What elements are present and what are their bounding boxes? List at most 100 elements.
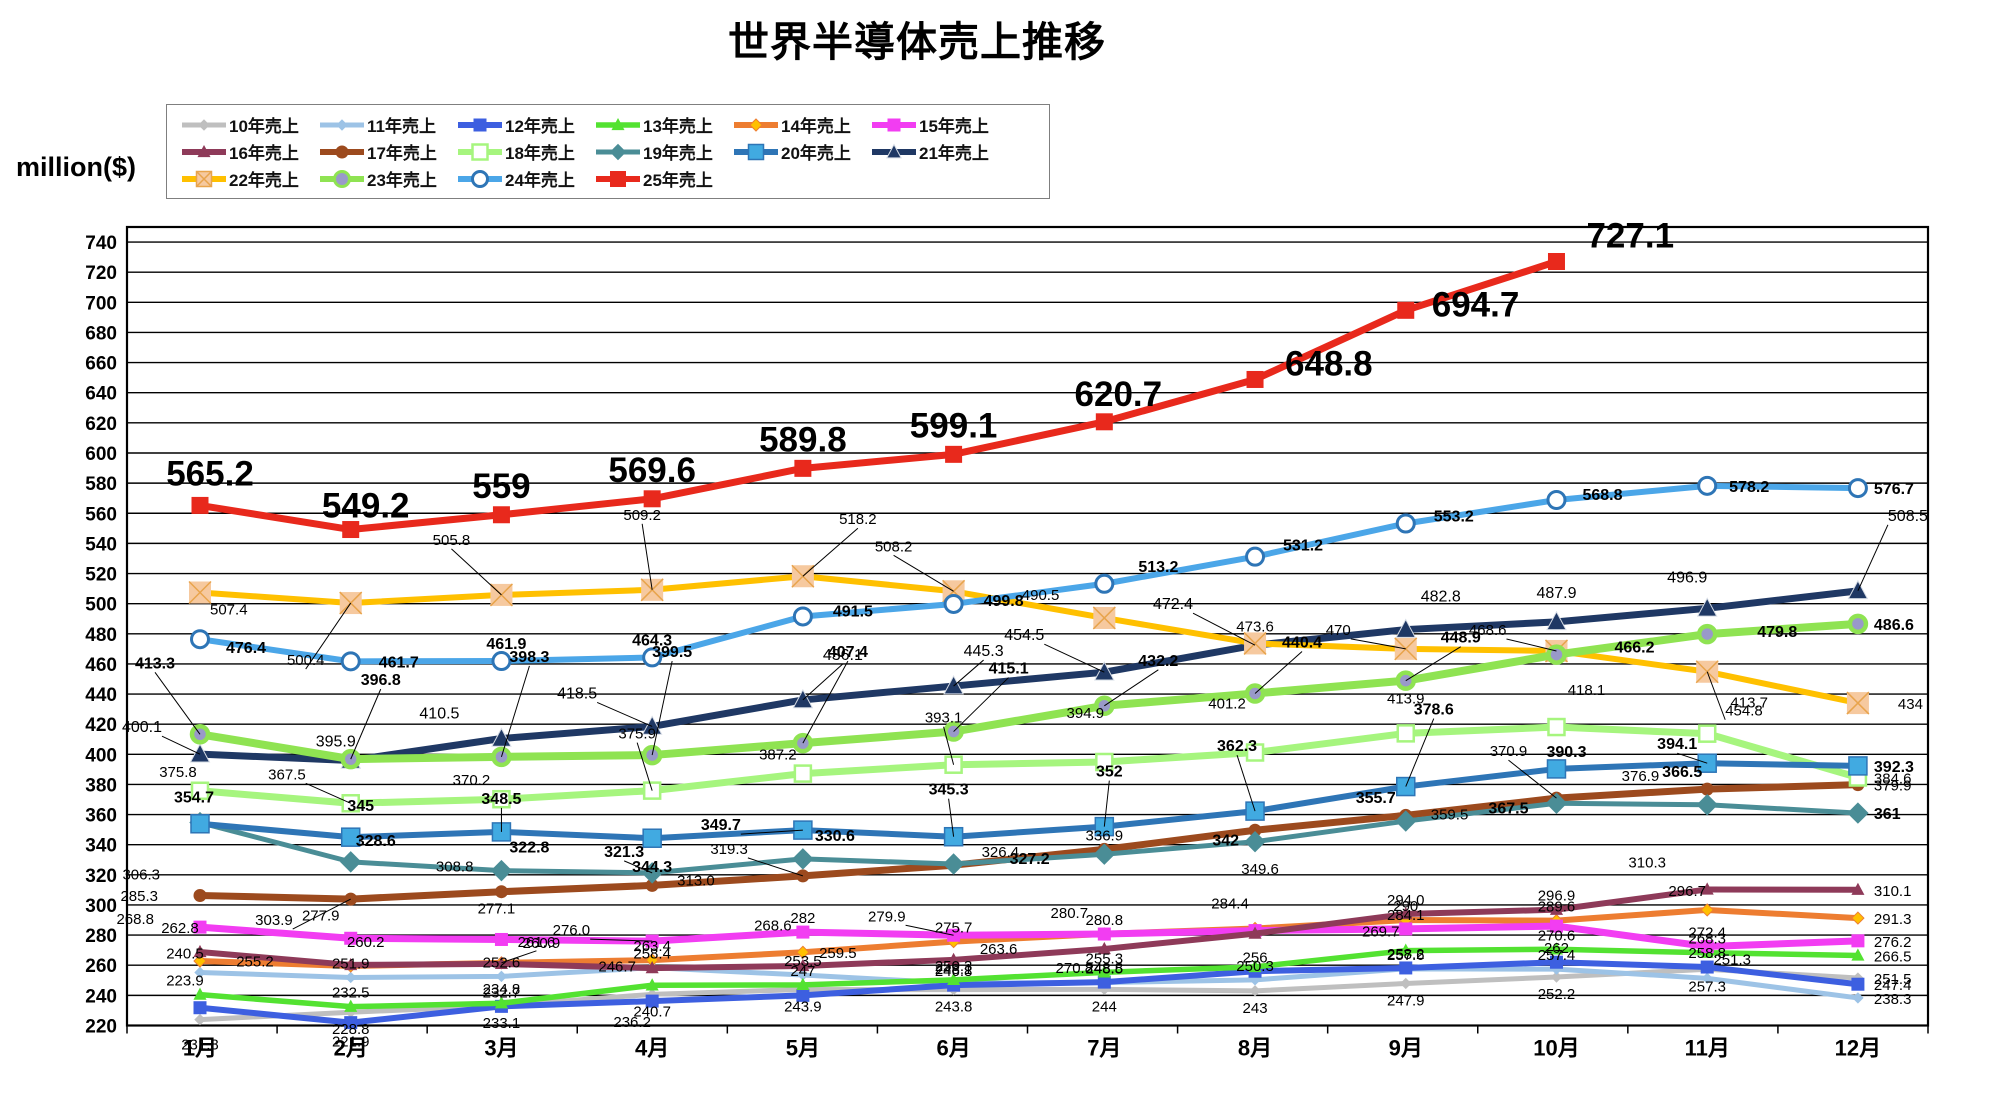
svg-text:694.7: 694.7: [1432, 285, 1520, 324]
svg-text:576.7: 576.7: [1874, 481, 1914, 498]
legend-item-label: 16年売上: [229, 144, 299, 163]
svg-text:393.1: 393.1: [925, 710, 963, 727]
svg-text:436.1: 436.1: [823, 647, 863, 664]
legend-item-14年売上: 14年売上: [733, 112, 871, 137]
legend-item-label: 19年売上: [643, 144, 713, 163]
svg-text:370.2: 370.2: [453, 772, 491, 789]
svg-text:349.6: 349.6: [1241, 861, 1279, 878]
svg-text:258.4: 258.4: [633, 946, 671, 963]
svg-text:413.7: 413.7: [1730, 695, 1768, 712]
legend-item-25年売上: 25年売上: [595, 166, 733, 191]
legend-item-label: 17年売上: [367, 144, 437, 163]
svg-text:253.5: 253.5: [784, 953, 822, 970]
svg-text:277.1: 277.1: [478, 900, 516, 917]
svg-text:240.5: 240.5: [166, 946, 204, 963]
legend-item-21年売上: 21年売上: [871, 139, 1009, 164]
svg-text:490.5: 490.5: [1022, 587, 1060, 604]
svg-text:8月: 8月: [1238, 1036, 1272, 1061]
svg-text:491.5: 491.5: [833, 603, 873, 620]
svg-text:247: 247: [790, 963, 815, 980]
svg-text:432.2: 432.2: [1138, 653, 1178, 670]
svg-text:473.6: 473.6: [1236, 618, 1274, 635]
svg-text:394.1: 394.1: [1657, 736, 1697, 753]
svg-text:620: 620: [85, 414, 117, 435]
svg-text:290: 290: [1393, 898, 1418, 915]
svg-text:540: 540: [85, 534, 117, 555]
legend-marker-icon: [320, 145, 364, 158]
svg-text:580: 580: [85, 474, 117, 495]
svg-text:740: 740: [85, 233, 117, 254]
svg-text:476.4: 476.4: [226, 640, 266, 657]
legend-item-10年売上: 10年売上: [181, 112, 319, 137]
svg-text:366.5: 366.5: [1662, 764, 1702, 781]
svg-text:413.9: 413.9: [1387, 690, 1425, 707]
svg-text:454.5: 454.5: [1004, 627, 1044, 644]
svg-text:328.6: 328.6: [356, 833, 396, 850]
svg-text:279.9: 279.9: [868, 908, 906, 925]
legend-row: 16年売上 17年売上 18年売上 19年売上 20年売上 21年売上: [181, 138, 1041, 165]
svg-text:513.2: 513.2: [1138, 559, 1178, 576]
svg-text:507.4: 507.4: [210, 602, 248, 619]
svg-text:234.8: 234.8: [483, 981, 521, 998]
legend-item-19年売上: 19年売上: [595, 139, 733, 164]
svg-text:4月: 4月: [635, 1036, 669, 1061]
svg-text:296.7: 296.7: [1668, 883, 1706, 900]
svg-text:285.3: 285.3: [120, 888, 158, 905]
svg-text:508.5: 508.5: [1888, 508, 1928, 525]
svg-text:221.9: 221.9: [332, 1034, 370, 1051]
svg-text:269.7: 269.7: [1362, 924, 1400, 941]
svg-text:379.9: 379.9: [1874, 778, 1912, 795]
svg-text:487.9: 487.9: [1536, 585, 1576, 602]
svg-text:420: 420: [85, 715, 117, 736]
svg-text:375.9: 375.9: [618, 726, 656, 743]
legend-item-label: 12年売上: [505, 117, 575, 136]
svg-text:294.0: 294.0: [1387, 892, 1425, 909]
svg-text:263.6: 263.6: [980, 941, 1018, 958]
svg-text:518.2: 518.2: [839, 511, 877, 528]
svg-text:276.0: 276.0: [553, 922, 591, 939]
svg-text:392.3: 392.3: [1874, 759, 1914, 776]
legend-marker-icon: [596, 170, 640, 187]
legend-marker-icon: [320, 169, 364, 188]
svg-text:330.6: 330.6: [815, 828, 855, 845]
svg-text:255.3: 255.3: [1086, 950, 1124, 967]
legend-item-label: 13年売上: [643, 117, 713, 136]
svg-text:262: 262: [1544, 940, 1569, 957]
svg-text:228.8: 228.8: [332, 1021, 370, 1038]
svg-text:380: 380: [85, 775, 117, 796]
svg-text:360: 360: [85, 806, 117, 827]
svg-text:413.3: 413.3: [135, 655, 175, 672]
svg-text:398.3: 398.3: [509, 649, 549, 666]
svg-text:559: 559: [472, 467, 530, 506]
svg-text:553.2: 553.2: [1434, 508, 1474, 525]
svg-text:2月: 2月: [334, 1036, 368, 1061]
svg-text:599.1: 599.1: [910, 406, 998, 445]
svg-text:348.5: 348.5: [481, 791, 521, 808]
svg-text:466.2: 466.2: [1614, 640, 1654, 657]
legend-item-23年売上: 23年売上: [319, 166, 457, 191]
svg-text:499.8: 499.8: [984, 593, 1024, 610]
svg-text:270.8: 270.8: [1056, 960, 1094, 977]
svg-text:261.6: 261.6: [518, 934, 556, 951]
svg-text:720: 720: [85, 263, 117, 284]
svg-text:12月: 12月: [1835, 1036, 1881, 1061]
svg-text:445.3: 445.3: [964, 643, 1004, 660]
svg-text:257.4: 257.4: [1538, 947, 1576, 964]
legend-item-22年売上: 22年売上: [181, 166, 319, 191]
svg-text:238.3: 238.3: [1874, 991, 1912, 1008]
svg-text:367.5: 367.5: [268, 766, 306, 783]
legend-item-label: 20年売上: [781, 144, 851, 163]
svg-text:407.4: 407.4: [828, 644, 868, 661]
svg-text:259.5: 259.5: [819, 945, 857, 962]
svg-text:282: 282: [790, 910, 815, 927]
svg-text:448.9: 448.9: [1441, 630, 1481, 647]
legend-item-label: 10年売上: [229, 117, 299, 136]
svg-text:326.4: 326.4: [982, 844, 1020, 861]
svg-text:270.6: 270.6: [1538, 927, 1576, 944]
chart-title: 世界半導体売上推移: [728, 19, 1106, 65]
svg-text:727.1: 727.1: [1586, 217, 1674, 256]
svg-text:251.9: 251.9: [332, 955, 370, 972]
svg-text:320: 320: [85, 866, 117, 887]
svg-text:376.9: 376.9: [1622, 768, 1660, 785]
legend-marker-icon: [734, 117, 778, 132]
